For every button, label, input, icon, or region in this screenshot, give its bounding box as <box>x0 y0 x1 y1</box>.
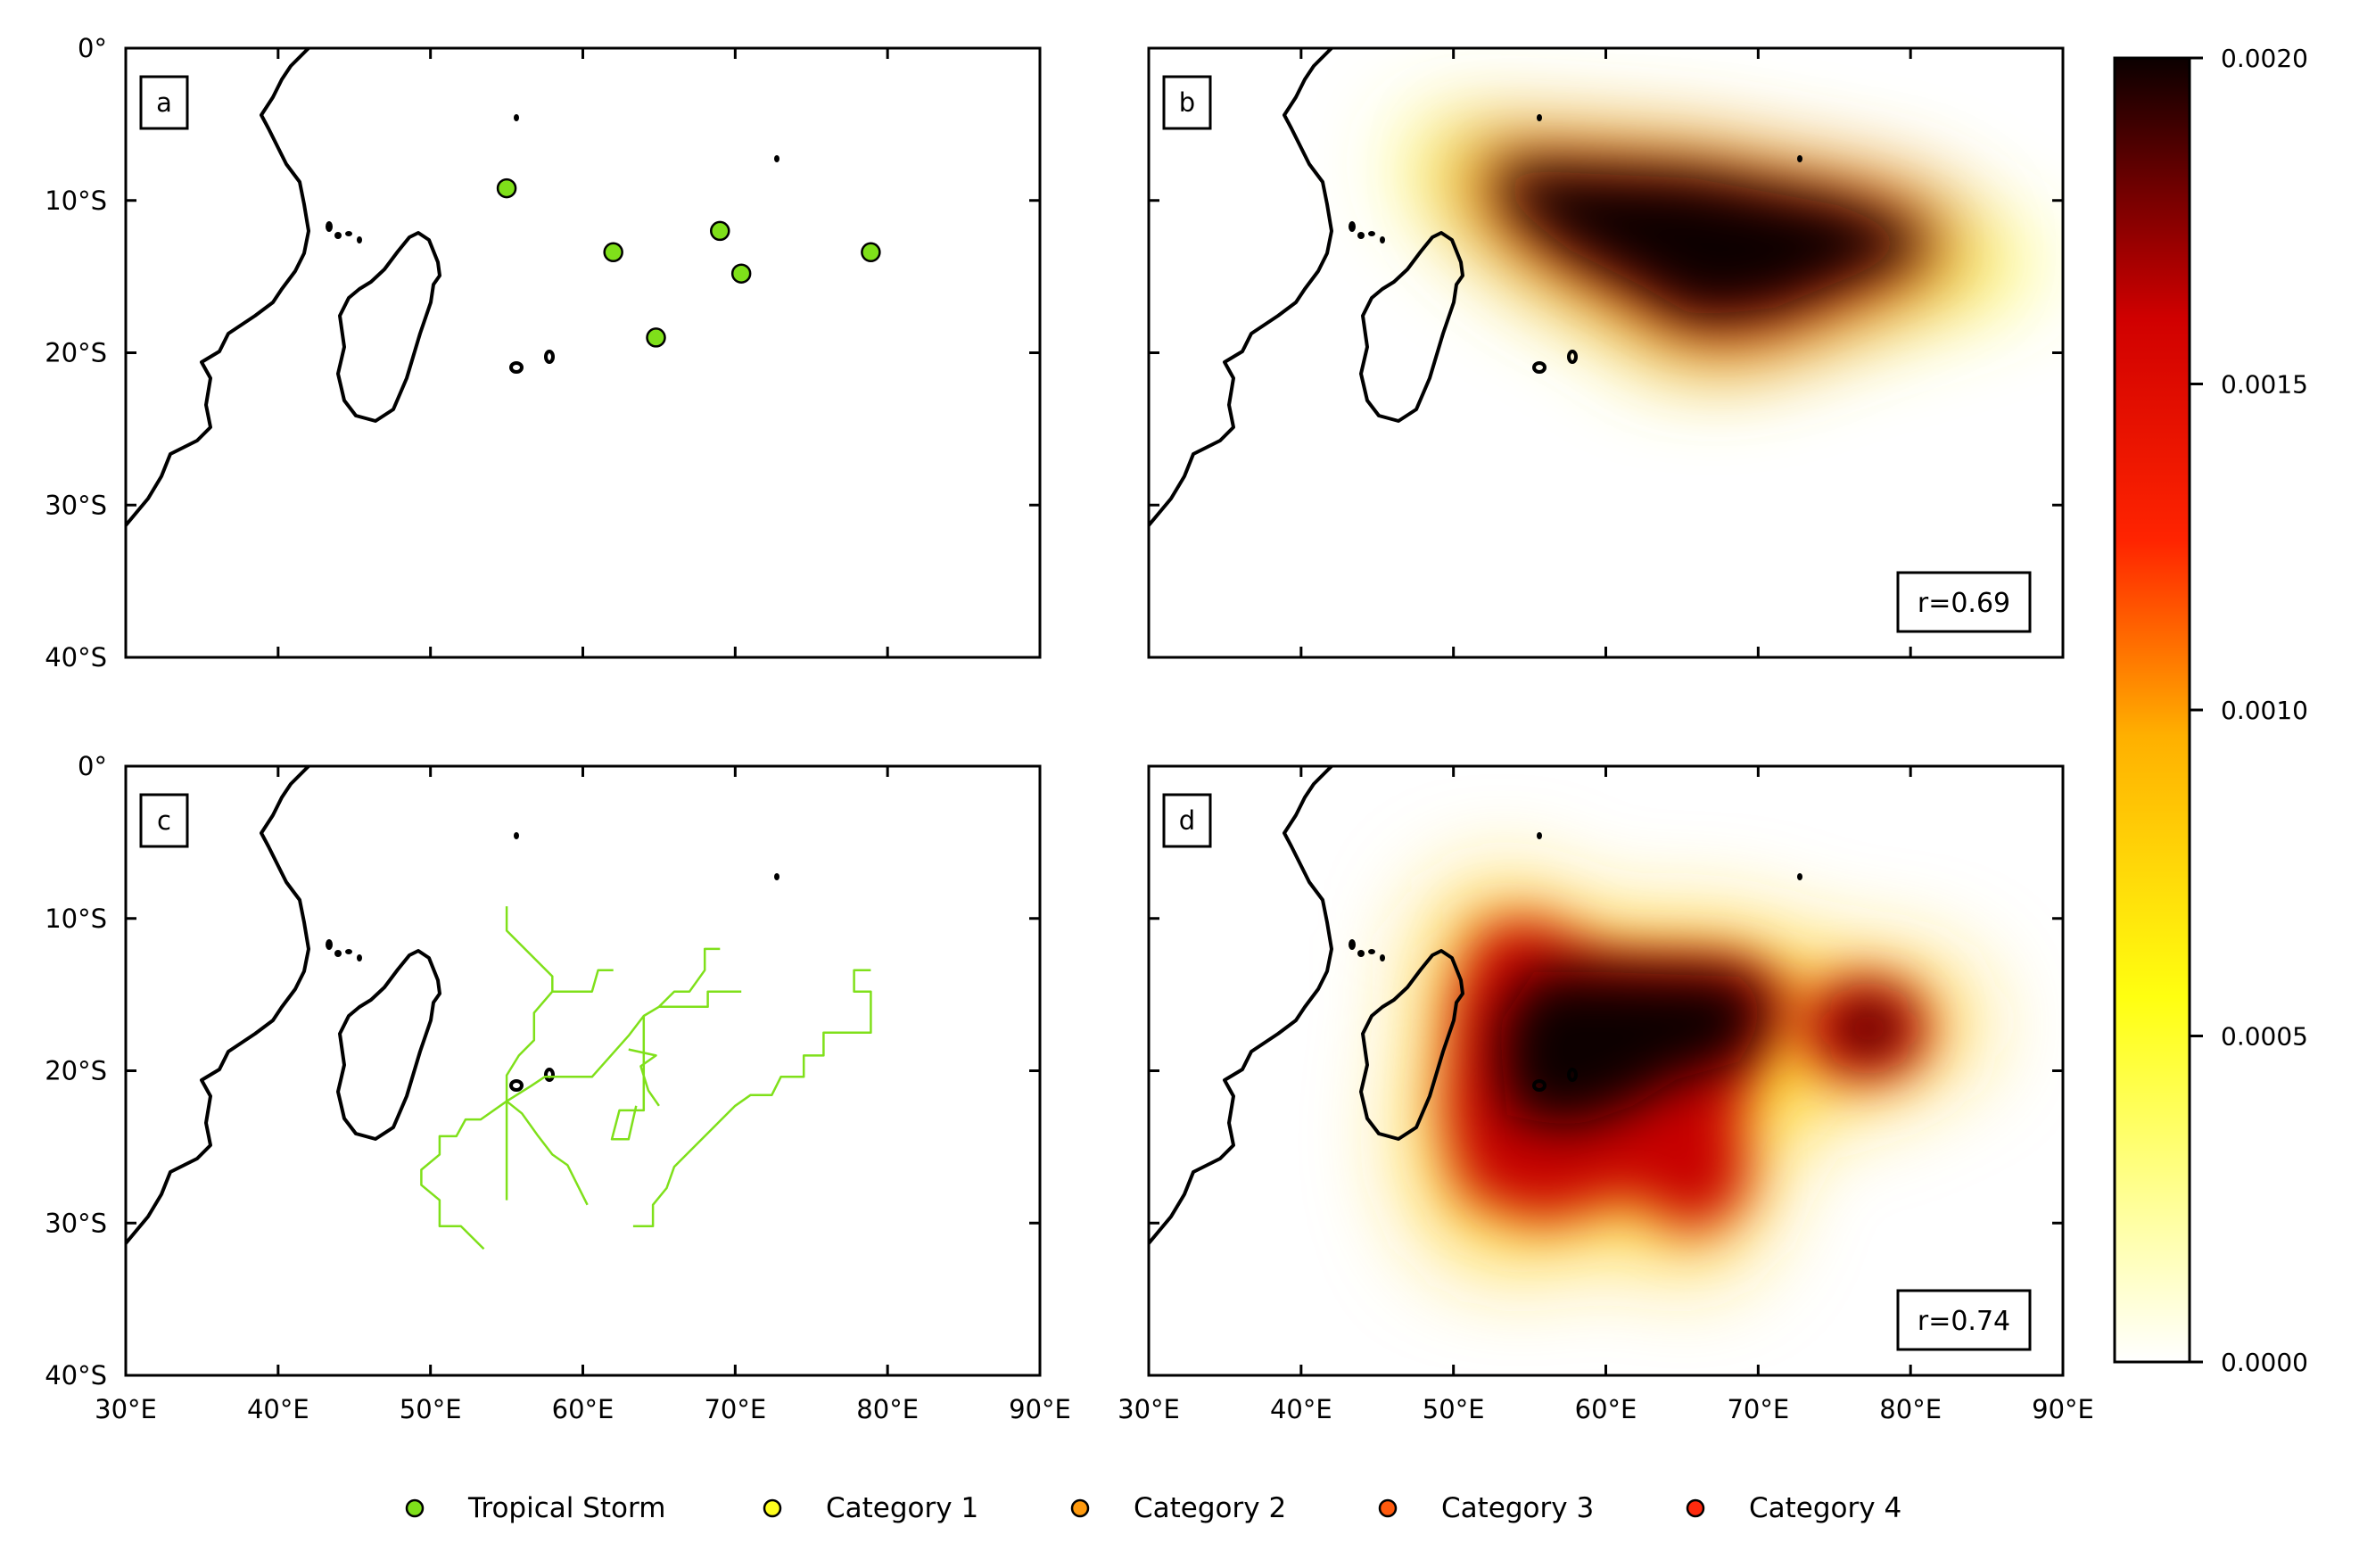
colorbar-tick-label: 0.0015 <box>2221 370 2308 400</box>
correlation-box <box>1896 571 2032 633</box>
lat-tick-label: 0° <box>78 33 107 63</box>
lon-tick-label: 90°E <box>2032 1394 2094 1424</box>
colorbar-tick-label: 0.0020 <box>2221 44 2308 73</box>
lon-tick-label: 30°E <box>95 1394 157 1424</box>
legend-marker <box>1378 1498 1398 1518</box>
storm-track <box>658 990 742 1009</box>
lon-tick-label: 50°E <box>1423 1394 1485 1424</box>
lat-tick-label: 10°S <box>45 904 107 934</box>
lon-tick-label: 30°E <box>1118 1394 1180 1424</box>
panel-frame <box>124 46 1042 659</box>
panel-b: b r=0.69 <box>1147 46 2065 659</box>
lat-axis-labels: 0° 10°S 20°S 30°S 40°S <box>45 33 107 673</box>
storm-track <box>420 1100 507 1250</box>
genesis-point <box>603 242 623 263</box>
lat-tick-label: 10°S <box>45 186 107 216</box>
lon-tick-label: 70°E <box>704 1394 766 1424</box>
legend-marker <box>763 1498 782 1518</box>
panel-label: d <box>1179 805 1195 836</box>
correlation-box <box>1896 1289 2032 1351</box>
panel-label-box <box>139 793 189 848</box>
lon-tick-label: 40°E <box>247 1394 309 1424</box>
correlation-label: r=0.69 <box>1918 588 2010 619</box>
lon-axis-labels: 30°E 40°E 50°E 60°E 70°E 80°E 90°E <box>95 1394 1071 1424</box>
density-field-peak <box>1498 972 1900 1128</box>
lat-tick-label: 20°S <box>45 338 107 368</box>
genesis-points <box>496 177 881 348</box>
lon-tick-label: 40°E <box>1270 1394 1332 1424</box>
colorbar-tick-label: 0.0000 <box>2221 1348 2308 1377</box>
genesis-point <box>646 327 666 348</box>
panel-d: d r=0.74 <box>1147 764 2065 1377</box>
legend-marker <box>1686 1498 1705 1518</box>
lon-tick-label: 50°E <box>400 1394 462 1424</box>
legend-label: Category 3 <box>1441 1492 1594 1524</box>
panel-a: a <box>124 46 1042 659</box>
storm-track <box>505 906 614 993</box>
storm-track <box>506 1100 589 1206</box>
axis-ticks <box>124 764 1042 1377</box>
legend: Tropical Storm Category 1 Category 2 Catego… <box>405 1492 1901 1524</box>
lon-tick-label: 80°E <box>1879 1394 1942 1424</box>
storm-track <box>610 1016 646 1141</box>
correlation-label: r=0.74 <box>1918 1306 2010 1337</box>
density-field-peak <box>1498 169 1935 317</box>
storm-track <box>506 947 721 1102</box>
lat-tick-label: 40°S <box>45 1360 107 1391</box>
storm-track <box>505 990 554 1201</box>
lat-tick-label: 30°S <box>45 490 107 520</box>
panel-label: a <box>156 87 172 118</box>
colorbar: 0.0000 0.0005 0.0010 0.0015 0.0020 <box>2113 44 2308 1377</box>
lon-tick-label: 80°E <box>856 1394 919 1424</box>
lon-axis-labels: 30°E 40°E 50°E 60°E 70°E 80°E 90°E <box>1118 1394 2094 1424</box>
storm-track <box>632 969 872 1227</box>
panel-label: c <box>157 805 171 836</box>
genesis-point <box>730 263 752 284</box>
legend-label: Category 1 <box>826 1492 978 1524</box>
legend-label: Tropical Storm <box>467 1492 665 1524</box>
panel-frame <box>124 764 1042 1377</box>
genesis-point <box>496 177 517 199</box>
storm-tracks <box>420 906 872 1250</box>
lat-tick-label: 0° <box>78 751 107 781</box>
legend-marker <box>1070 1498 1090 1518</box>
lat-axis-labels: 0° 10°S 20°S 30°S 40°S <box>45 751 107 1391</box>
genesis-point <box>861 242 881 263</box>
lat-tick-label: 40°S <box>45 642 107 673</box>
lat-tick-label: 30°S <box>45 1208 107 1238</box>
colorbar-gradient <box>2113 56 2191 1364</box>
legend-label: Category 4 <box>1749 1492 1901 1524</box>
colorbar-ticks: 0.0000 0.0005 0.0010 0.0015 0.0020 <box>2190 44 2308 1377</box>
axis-ticks <box>1147 764 2065 1377</box>
colorbar-tick-label: 0.0010 <box>2221 696 2308 725</box>
panel-label-box <box>1162 793 1212 848</box>
lon-tick-label: 60°E <box>552 1394 614 1424</box>
legend-marker <box>405 1498 425 1518</box>
lon-tick-label: 70°E <box>1727 1394 1789 1424</box>
panel-label-box <box>1162 75 1212 130</box>
storm-track <box>628 1048 660 1107</box>
lon-tick-label: 90°E <box>1009 1394 1071 1424</box>
lon-tick-label: 60°E <box>1575 1394 1637 1424</box>
panel-label-box <box>139 75 189 130</box>
colorbar-tick-label: 0.0005 <box>2221 1022 2308 1052</box>
axis-ticks <box>1147 46 2065 659</box>
panel-label: b <box>1179 87 1195 118</box>
axis-ticks <box>124 46 1042 659</box>
panel-c: c <box>124 764 1042 1377</box>
legend-label: Category 2 <box>1134 1492 1286 1524</box>
lat-tick-label: 20°S <box>45 1056 107 1086</box>
genesis-point <box>710 220 730 242</box>
